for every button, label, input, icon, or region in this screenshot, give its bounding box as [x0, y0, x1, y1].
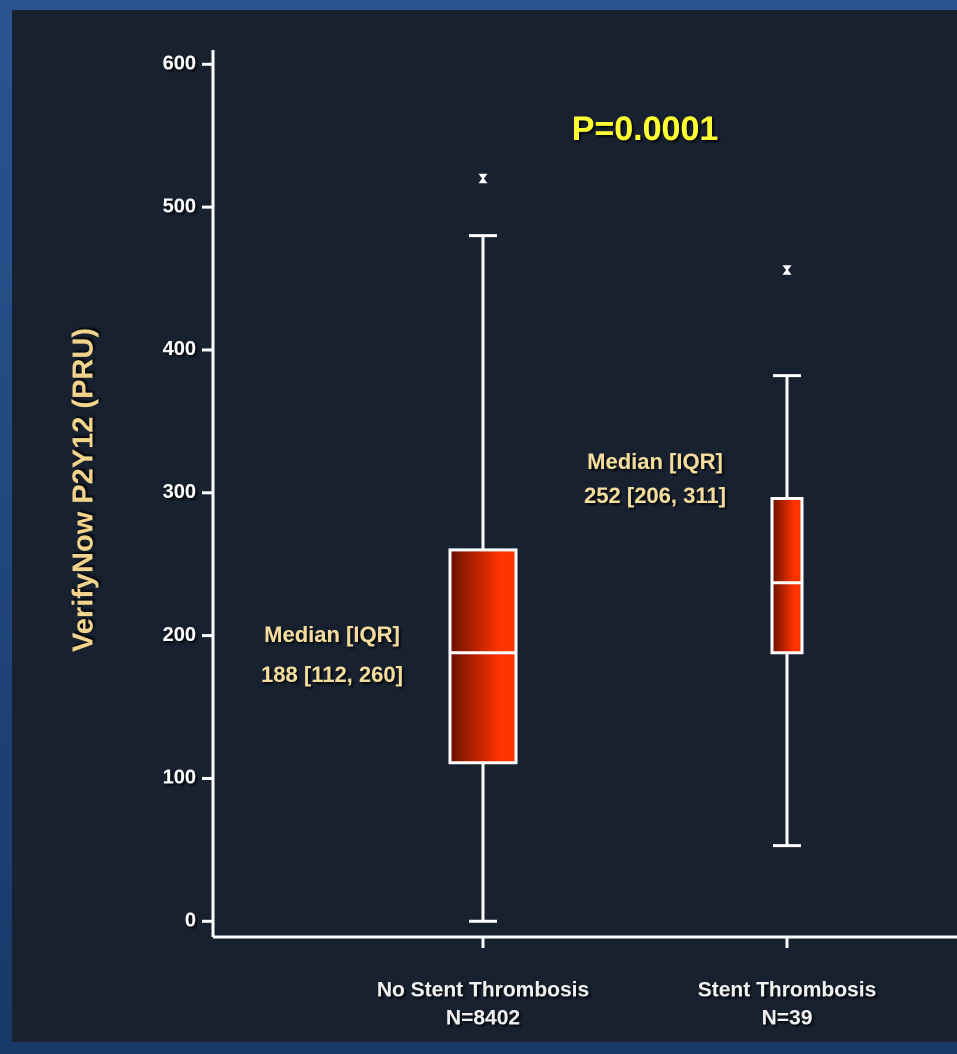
y-tick-label: 400 [163, 338, 196, 360]
outlier [782, 265, 792, 275]
outlier [478, 173, 488, 184]
y-tick-label: 300 [163, 481, 196, 503]
y-tick-label: 600 [163, 53, 196, 75]
p-value: P=0.0001 [572, 110, 719, 148]
x-tick-label: No Stent Thrombosis [377, 979, 589, 1002]
annotation: 188 [112, 260] [261, 662, 403, 687]
annotation: 252 [206, 311] [584, 483, 726, 508]
box [448, 548, 518, 765]
annotation: Median [IQR] [587, 449, 723, 474]
y-axis-label: VerifyNow P2Y12 (PRU) [68, 328, 100, 652]
y-tick-label: 500 [163, 195, 196, 217]
y-tick-label: 0 [185, 910, 196, 932]
box [770, 496, 804, 655]
y-tick-label: 200 [163, 624, 196, 646]
y-tick-label: 100 [163, 767, 196, 789]
x-count-label: N=8402 [446, 1007, 520, 1030]
x-count-label: N=39 [762, 1007, 813, 1030]
annotation: Median [IQR] [264, 622, 400, 647]
x-tick-label: Stent Thrombosis [698, 979, 877, 1002]
